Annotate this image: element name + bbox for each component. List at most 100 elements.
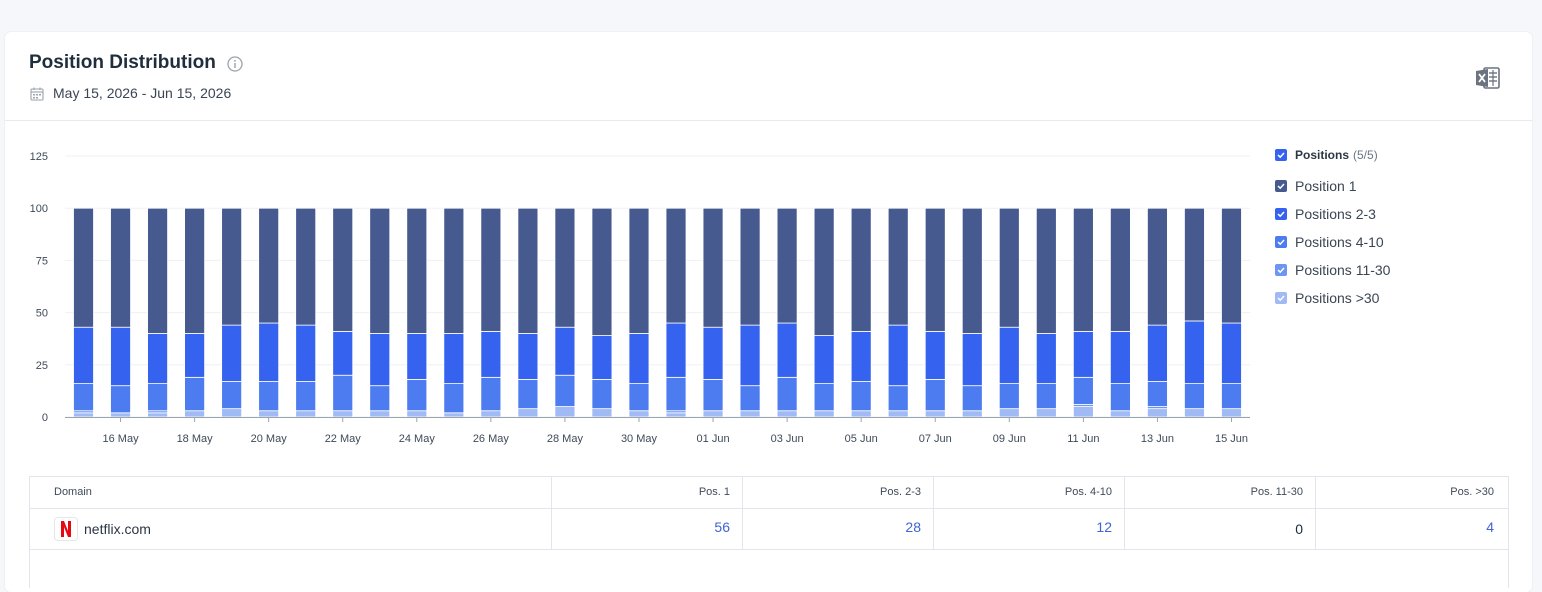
bar-segment[interactable]: [850, 207, 872, 332]
bar-segment[interactable]: [1147, 408, 1168, 418]
bar-segment[interactable]: [258, 207, 280, 324]
bar-segment[interactable]: [517, 379, 539, 410]
legend-item-1[interactable]: Position 1: [1275, 172, 1390, 200]
column-header-pos-2-3[interactable]: Pos. 2-3: [742, 477, 933, 508]
bar-segment[interactable]: [591, 335, 613, 380]
pos-1-value[interactable]: 56: [551, 509, 742, 549]
bar-segment[interactable]: [702, 207, 724, 328]
bar-segment[interactable]: [961, 385, 983, 412]
bar-segment[interactable]: [221, 207, 243, 326]
bar-segment[interactable]: [406, 379, 428, 412]
bar-segment[interactable]: [110, 385, 131, 414]
bar-segment[interactable]: [1072, 330, 1094, 378]
bar-segment[interactable]: [813, 335, 835, 384]
bar-segment[interactable]: [1109, 383, 1131, 412]
bar-segment[interactable]: [776, 410, 798, 418]
bar-segment[interactable]: [1109, 207, 1131, 332]
bar-segment[interactable]: [739, 410, 761, 418]
bar-segment[interactable]: [73, 207, 94, 328]
column-header-pos-4-10[interactable]: Pos. 4-10: [933, 477, 1124, 508]
bar-segment[interactable]: [147, 412, 168, 418]
bar-segment[interactable]: [221, 381, 243, 410]
bar-segment[interactable]: [184, 376, 206, 412]
bar-segment[interactable]: [924, 410, 946, 418]
bar-segment[interactable]: [628, 383, 650, 412]
bar-segment[interactable]: [628, 207, 650, 334]
bar-segment[interactable]: [739, 324, 761, 387]
column-header-pos-30-plus[interactable]: Pos. >30: [1315, 477, 1506, 508]
bar-segment[interactable]: [295, 207, 317, 326]
bar-segment[interactable]: [1072, 207, 1094, 332]
bar-segment[interactable]: [73, 383, 94, 412]
bar-segment[interactable]: [1184, 383, 1205, 410]
bar-segment[interactable]: [369, 385, 391, 412]
bar-segment[interactable]: [258, 322, 280, 382]
bar-segment[interactable]: [665, 322, 687, 378]
bar-segment[interactable]: [739, 207, 761, 326]
bar-segment[interactable]: [665, 207, 687, 324]
bar-segment[interactable]: [369, 207, 391, 334]
bar-segment[interactable]: [332, 410, 354, 418]
bar-segment[interactable]: [591, 207, 613, 336]
bar-segment[interactable]: [258, 410, 280, 418]
pos-30-plus-value[interactable]: 4: [1315, 509, 1506, 549]
bar-segment[interactable]: [443, 207, 465, 334]
legend-item-5[interactable]: Positions >30: [1275, 284, 1390, 312]
column-header-pos-11-30[interactable]: Pos. 11-30: [1124, 477, 1315, 508]
bar-segment[interactable]: [369, 410, 391, 418]
column-header-domain[interactable]: Domain: [54, 486, 92, 498]
bar-segment[interactable]: [73, 326, 94, 384]
bar-segment[interactable]: [776, 376, 798, 412]
bar-segment[interactable]: [1035, 207, 1057, 334]
bar-segment[interactable]: [702, 410, 724, 418]
bar-segment[interactable]: [1109, 330, 1131, 384]
bar-segment[interactable]: [554, 406, 576, 418]
legend-toggle-all[interactable]: Positions (5/5): [1275, 142, 1390, 168]
bar-segment[interactable]: [1221, 207, 1242, 324]
bar-segment[interactable]: [184, 410, 206, 418]
bar-segment[interactable]: [998, 383, 1020, 410]
pos-2-3-value[interactable]: 28: [742, 509, 933, 549]
bar-segment[interactable]: [813, 207, 835, 336]
bar-segment[interactable]: [887, 410, 909, 418]
bar-segment[interactable]: [1184, 207, 1205, 322]
legend-item-2[interactable]: Positions 2-3: [1275, 200, 1390, 228]
bar-segment[interactable]: [887, 207, 909, 326]
bar-segment[interactable]: [443, 383, 465, 414]
bar-segment[interactable]: [406, 410, 428, 418]
bar-segment[interactable]: [480, 207, 502, 332]
domain-link[interactable]: netflix.com: [84, 521, 151, 537]
bar-segment[interactable]: [332, 207, 354, 332]
bar-segment[interactable]: [961, 410, 983, 418]
bar-segment[interactable]: [480, 376, 502, 412]
bar-segment[interactable]: [998, 408, 1020, 418]
pos-4-10-value[interactable]: 12: [933, 509, 1124, 549]
bar-segment[interactable]: [517, 333, 539, 380]
bar-segment[interactable]: [924, 207, 946, 332]
bar-segment[interactable]: [406, 207, 428, 334]
bar-segment[interactable]: [887, 324, 909, 387]
bar-segment[interactable]: [110, 207, 131, 328]
bar-segment[interactable]: [443, 333, 465, 384]
bar-segment[interactable]: [813, 383, 835, 412]
bar-segment[interactable]: [1147, 324, 1168, 382]
legend-item-4[interactable]: Positions 11-30: [1275, 256, 1390, 284]
bar-segment[interactable]: [813, 410, 835, 418]
bar-segment[interactable]: [1035, 333, 1057, 384]
bar-segment[interactable]: [480, 410, 502, 418]
bar-segment[interactable]: [147, 333, 168, 384]
bar-segment[interactable]: [295, 324, 317, 382]
bar-segment[interactable]: [961, 333, 983, 387]
bar-segment[interactable]: [1184, 408, 1205, 418]
bar-segment[interactable]: [1184, 320, 1205, 384]
bar-segment[interactable]: [110, 326, 131, 387]
bar-segment[interactable]: [776, 322, 798, 378]
bar-segment[interactable]: [184, 207, 206, 334]
bar-segment[interactable]: [332, 330, 354, 376]
bar-segment[interactable]: [850, 410, 872, 418]
bar-segment[interactable]: [295, 410, 317, 418]
bar-segment[interactable]: [554, 207, 576, 328]
bar-segment[interactable]: [850, 381, 872, 412]
bar-segment[interactable]: [73, 412, 94, 418]
bar-segment[interactable]: [332, 374, 354, 412]
